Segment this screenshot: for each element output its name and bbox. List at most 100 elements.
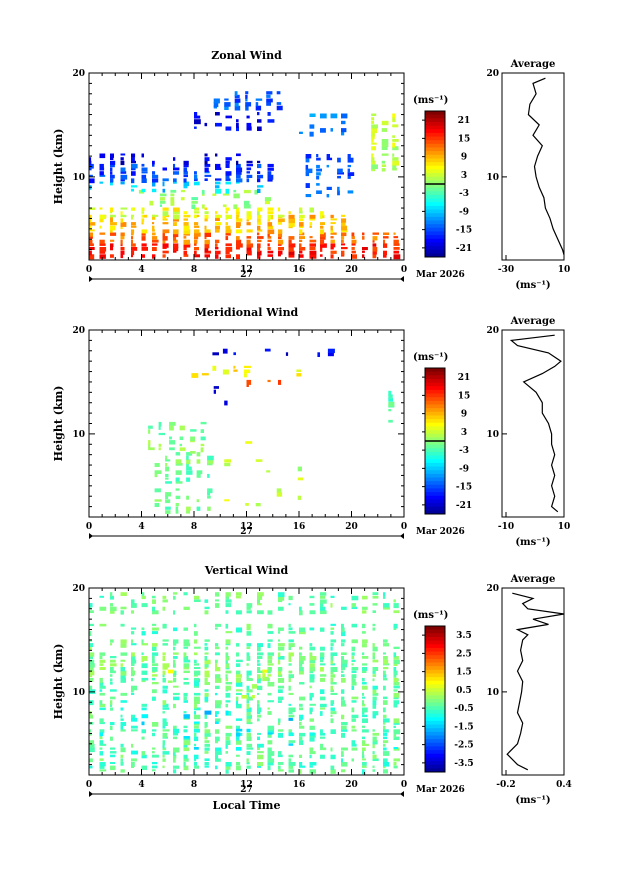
heatmap-cell <box>204 751 209 754</box>
heatmap-cell <box>152 160 155 165</box>
heatmap-cell <box>158 432 166 436</box>
heatmap-cell <box>110 707 114 711</box>
heatmap-cell <box>246 707 252 712</box>
heatmap-cell <box>225 163 230 168</box>
heatmap-cell <box>215 603 220 608</box>
colorbar-swatch <box>425 655 445 660</box>
heatmap-cell <box>362 758 366 761</box>
heatmap-cell <box>337 190 340 196</box>
heatmap-cell <box>131 188 134 192</box>
heatmap-cell <box>383 603 390 608</box>
heatmap-cell <box>120 171 127 174</box>
heatmap-cell <box>99 214 106 220</box>
heatmap-cell <box>393 703 398 708</box>
heatmap-cell <box>362 747 366 751</box>
heatmap-cell <box>236 627 243 633</box>
colorbar-swatch <box>425 198 445 203</box>
colorbar-tick-label: 21 <box>458 373 471 383</box>
heatmap-cell <box>204 225 207 230</box>
heatmap-cell <box>165 455 168 460</box>
heatmap-cell <box>257 236 264 239</box>
heatmap-cell <box>257 736 260 741</box>
heatmap-cell <box>152 722 159 727</box>
heatmap-cell <box>362 736 366 740</box>
heatmap-cell <box>110 674 113 677</box>
heatmap-cell <box>393 747 398 749</box>
heatmap-cell <box>257 703 260 709</box>
heatmap-cell <box>262 673 266 678</box>
heatmap-cell <box>204 682 210 685</box>
heatmap-cell <box>351 729 357 732</box>
heatmap-cell <box>246 229 253 233</box>
heatmap-cell <box>351 247 355 250</box>
heatmap-cell <box>299 754 302 758</box>
colorbar-unit: (ms⁻¹) <box>413 352 448 363</box>
heatmap-cell <box>152 631 158 635</box>
heatmap-cell <box>299 214 305 219</box>
heatmap-cell <box>257 732 261 735</box>
heatmap-cell <box>267 222 273 227</box>
heatmap-cell <box>89 225 92 230</box>
colorbar-swatch <box>425 662 445 667</box>
heatmap-cell <box>194 682 199 686</box>
heatmap-cell <box>120 207 128 210</box>
average-x-tick-label: 10 <box>558 265 571 275</box>
heatmap-cell <box>236 682 243 687</box>
heatmap-cell <box>278 659 281 665</box>
heatmap-cell <box>299 211 303 214</box>
heatmap-cell <box>175 452 181 456</box>
heatmap-cell <box>267 236 272 239</box>
heatmap-cell <box>225 751 228 754</box>
heatmap-cell <box>257 685 263 691</box>
heatmap-cell <box>372 751 375 755</box>
heatmap-cell <box>257 247 261 252</box>
heatmap-cell <box>131 627 137 630</box>
heatmap-cell <box>225 743 228 749</box>
heatmap-cell <box>351 606 358 609</box>
heatmap-cell <box>257 754 264 760</box>
heatmap-cell <box>194 229 200 234</box>
heatmap-cell <box>236 126 239 132</box>
heatmap-cell <box>288 250 295 256</box>
colorbar-swatch <box>425 194 445 200</box>
heatmap-cell <box>330 639 337 643</box>
heatmap-cell <box>267 379 271 383</box>
colorbar-swatch <box>425 728 445 733</box>
heatmap-cell <box>183 656 189 661</box>
heatmap-cell <box>257 663 261 666</box>
heatmap-cell <box>362 254 365 258</box>
colorbar-swatch <box>425 488 445 493</box>
heatmap-cell <box>89 239 93 245</box>
heatmap-cell <box>194 659 197 663</box>
heatmap-cell <box>257 174 264 179</box>
heatmap-cell <box>278 674 283 677</box>
heatmap-cell <box>320 128 326 133</box>
heatmap-cell <box>225 603 232 608</box>
heatmap-cell <box>371 142 377 145</box>
heatmap-cell <box>89 232 93 237</box>
heatmap-cell <box>372 692 379 696</box>
colorbar-swatch <box>425 136 445 141</box>
heatmap-cell <box>110 751 117 754</box>
heatmap-cell <box>267 670 271 674</box>
heatmap-cell <box>267 229 275 235</box>
heatmap-cell <box>351 707 355 713</box>
heatmap-cell <box>330 229 334 234</box>
colorbar-swatch <box>425 151 445 156</box>
heatmap-cell <box>191 373 199 378</box>
heatmap-cell <box>288 765 294 769</box>
heatmap-cell <box>299 707 304 711</box>
heatmap-cell <box>204 736 208 740</box>
heatmap-cell <box>288 595 293 601</box>
heatmap-cell <box>245 503 249 506</box>
heatmap-cell <box>194 667 201 669</box>
heatmap-cell <box>383 729 389 733</box>
x-tick-label: 8 <box>191 265 197 275</box>
heatmap-cell <box>243 365 251 368</box>
heatmap-cell <box>372 250 377 255</box>
heatmap-cell <box>267 610 273 615</box>
heatmap-cell <box>372 754 377 759</box>
heatmap-cell <box>320 646 325 651</box>
heatmap-cell <box>341 250 345 256</box>
heatmap-cell <box>225 765 231 770</box>
